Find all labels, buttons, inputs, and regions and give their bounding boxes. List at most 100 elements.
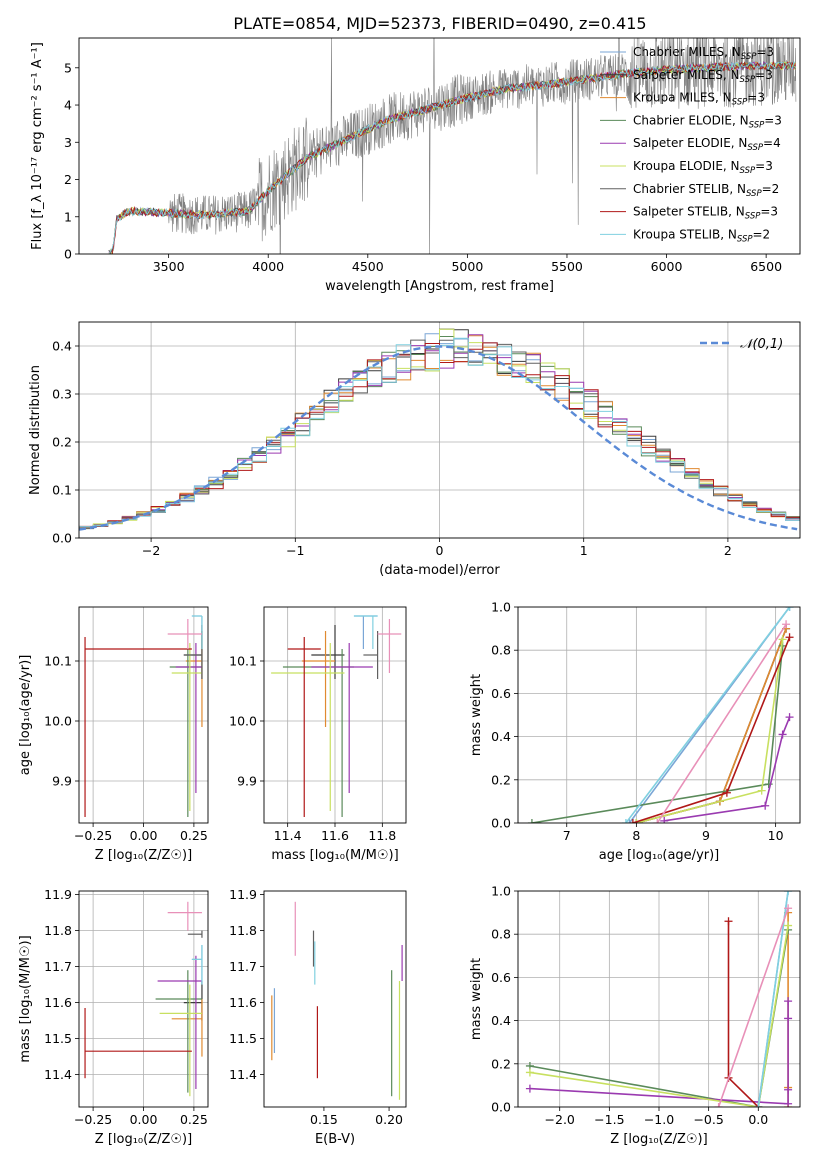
- legend-label-suffix: =3: [760, 205, 778, 219]
- legend-label-sub: SSP: [749, 120, 765, 130]
- y-tick-label: 0.4: [491, 729, 511, 744]
- marker-chab_elodie: [527, 819, 536, 823]
- x-tick-label: 0.00: [130, 828, 158, 843]
- y-tick-label: 0.4: [491, 1013, 511, 1028]
- marker-salp_elodie: [778, 730, 787, 739]
- figure-title: PLATE=0854, MJD=52373, FIBERID=0490, z=0…: [233, 14, 646, 33]
- y-tick-label: 3: [64, 135, 72, 150]
- x-tick-label: 10: [768, 828, 784, 843]
- marker-pink: [714, 1103, 723, 1107]
- normal-curve: [79, 345, 798, 531]
- marker-krou_elodie: [778, 635, 787, 644]
- y-tick-label: 10.0: [229, 714, 257, 729]
- series-line-pink: [717, 908, 789, 1107]
- model-line-krou_stelib: [109, 61, 796, 254]
- x-tick-label: −0.25: [74, 828, 112, 843]
- chart-residuals: −2 −1 0 1 2 0.0 0.1 0.2 0.3 0.4 (data-model)/error…: [28, 321, 801, 578]
- x-tick-label: 2: [724, 543, 732, 558]
- marker-salp_elodie: [784, 1014, 793, 1023]
- legend-label-text: Chabrier STELIB, N: [633, 182, 746, 196]
- plot-area-spectrum: [108, 38, 797, 254]
- x-axis-label: E(B-V): [315, 1132, 355, 1147]
- legend-label: Kroupa ELODIE, NSSP=3: [633, 159, 773, 176]
- legend-label: Chabrier ELODIE, NSSP=3: [633, 113, 782, 130]
- marker-salp_stelib: [724, 917, 733, 926]
- legend-label: Kroupa STELIB, NSSP=2: [633, 227, 770, 244]
- x-axis-label: Z [log₁₀(Z/Z☉)]: [95, 1132, 192, 1147]
- x-tick-label: 4000: [252, 259, 284, 274]
- x-tick-label: 6500: [750, 259, 782, 274]
- series-line-krou_elodie: [529, 925, 789, 1107]
- legend-label-sub: SSP: [747, 143, 763, 153]
- marker-krou_elodie: [757, 786, 766, 795]
- marker-salp_elodie: [784, 997, 793, 1006]
- y-tick-label: 0.8: [491, 643, 511, 658]
- axes-frame: [78, 37, 801, 255]
- x-axis-label: mass [log₁₀(M/M☉)]: [271, 848, 398, 863]
- x-axis-label: age [log₁₀(age/yr)]: [599, 848, 720, 863]
- y-axis-label: mass [log₁₀(M/M☉)]: [18, 935, 33, 1062]
- plot-area-age_vs_Z: [79, 607, 208, 823]
- marker-salp_stelib: [628, 819, 637, 823]
- x-tick-label: 3500: [153, 259, 185, 274]
- series-line-salp_stelib: [727, 921, 759, 1107]
- x-tick-label: 7: [563, 828, 571, 843]
- legend-label-text: Salpeter STELIB, N: [633, 205, 745, 219]
- x-tick-label: 9: [702, 828, 710, 843]
- y-tick-label: 5: [64, 60, 72, 75]
- marker-salp_elodie: [785, 713, 794, 722]
- axes-frame: [517, 606, 801, 824]
- chart-mass_vs_EBV: 0.15 0.20 11.4 11.5 11.6 11.7 11.8 11.9 E(B-V): [229, 887, 407, 1147]
- legend-label-text: Chabrier MILES, N: [633, 45, 741, 59]
- plot-area-massweight_vs_age: [518, 607, 800, 823]
- y-tick-label: 4: [64, 98, 72, 113]
- axes-frame: [517, 890, 801, 1108]
- y-tick-label: 10.0: [44, 714, 72, 729]
- legend-label: 𝒩(0,1): [740, 337, 783, 352]
- x-tick-label: 0.25: [180, 1112, 208, 1127]
- y-tick-label: 1.0: [491, 600, 511, 615]
- marker-salp_elodie: [660, 816, 669, 823]
- y-tick-label: 11.9: [44, 887, 72, 902]
- series-line-krou_elodie: [636, 639, 784, 823]
- y-tick-label: 0.6: [491, 970, 511, 985]
- y-tick-label: 11.7: [44, 959, 72, 974]
- model-line-chab_stelib: [108, 61, 796, 254]
- x-tick-label: 11.6: [321, 828, 349, 843]
- legend-label-suffix: =3: [755, 68, 773, 82]
- x-tick-label: 5000: [451, 259, 483, 274]
- plot-area-mass_vs_EBV: [271, 901, 403, 1100]
- x-tick-label: 5500: [551, 259, 583, 274]
- y-tick-label: 11.6: [44, 995, 72, 1010]
- x-tick-label: 0.25: [180, 828, 208, 843]
- chart-mass_vs_Z: −0.25 0.00 0.25 11.4 11.5 11.6 11.7 11.8 11.9 Z […: [18, 887, 209, 1147]
- x-axis-label: Z [log₁₀(Z/Z☉)]: [610, 1132, 707, 1147]
- legend-label-sub: SSP: [732, 98, 748, 108]
- x-tick-label: 11.8: [368, 828, 396, 843]
- marker-krou_elodie: [525, 1068, 534, 1077]
- legend-label-suffix: =2: [753, 227, 771, 241]
- x-tick-label: −0.5: [693, 1112, 723, 1127]
- y-axis-label: mass weight: [469, 958, 484, 1040]
- marker-krou_stelib: [621, 819, 630, 823]
- legend-label-text: Kroupa STELIB, N: [633, 227, 737, 241]
- y-tick-label: 0.6: [491, 686, 511, 701]
- y-tick-label: 11.8: [229, 923, 257, 938]
- legend-label: Chabrier MILES, NSSP=3: [633, 45, 774, 62]
- y-tick-label: 0.1: [52, 483, 72, 498]
- marker-pink: [653, 819, 662, 823]
- y-tick-label: 0.3: [52, 387, 72, 402]
- residual-legend: 𝒩(0,1): [700, 337, 783, 352]
- marker-krou_stelib: [754, 1103, 763, 1107]
- chart-age_vs_Z: −0.25 0.00 0.25 9.9 10.0 10.1 Z [log₁₀(Z/Z☉)] a…: [18, 606, 209, 863]
- y-axis-label: Normed distribution: [28, 365, 43, 495]
- x-tick-label: 6000: [651, 259, 683, 274]
- marker-krou_stelib: [784, 891, 793, 895]
- y-tick-label: 11.5: [44, 1031, 72, 1046]
- chart-age_vs_mass: 11.4 11.6 11.8 9.9 10.0 10.1 mass [log₁₀(M/M☉)…: [229, 606, 407, 863]
- x-tick-label: 8: [632, 828, 640, 843]
- y-tick-label: 11.7: [229, 959, 257, 974]
- y-tick-label: 0.4: [52, 339, 72, 354]
- legend-label-sub: SSP: [746, 189, 762, 199]
